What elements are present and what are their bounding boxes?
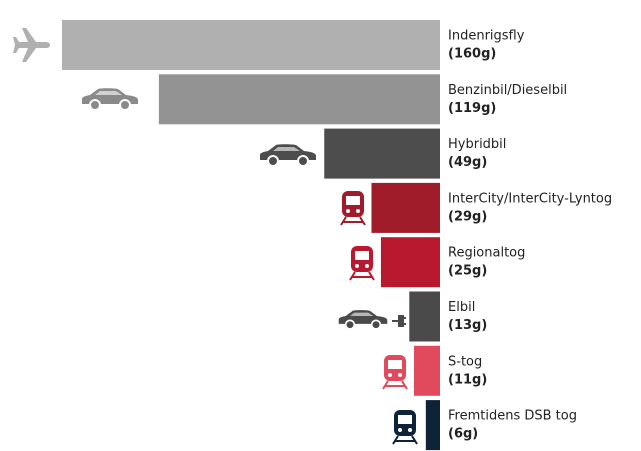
car-icon — [81, 87, 139, 111]
category-label: Hybridbil — [448, 137, 506, 152]
category-label: Benzinbil/Dieselbil — [448, 83, 567, 98]
bar — [409, 291, 440, 342]
value-label: (29g) — [448, 209, 487, 224]
train-icon — [382, 354, 408, 390]
bar — [158, 74, 441, 125]
value-label: (13g) — [448, 318, 487, 333]
car-icon — [259, 143, 317, 167]
bar — [425, 400, 440, 451]
value-label: (119g) — [448, 101, 496, 116]
category-label: Elbil — [448, 300, 475, 315]
train-icon — [349, 245, 375, 281]
plane-icon — [13, 28, 50, 62]
train-icon — [340, 190, 366, 226]
value-label: (25g) — [448, 264, 487, 279]
category-label: Indenrigsfly — [448, 29, 525, 44]
value-label: (160g) — [448, 47, 496, 62]
plug-icon — [392, 315, 406, 327]
value-label: (49g) — [448, 155, 487, 170]
category-label: S-tog — [448, 354, 482, 369]
category-label: Regionaltog — [448, 246, 525, 261]
bar — [324, 128, 440, 179]
bar — [414, 345, 440, 396]
train-icon — [392, 409, 418, 445]
car-icon — [337, 309, 389, 330]
category-label: InterCity/InterCity-Lyntog — [448, 191, 612, 206]
category-label: Fremtidens DSB tog — [448, 409, 577, 424]
bar — [62, 20, 440, 70]
value-label: (11g) — [448, 372, 487, 387]
bar — [371, 182, 440, 233]
value-label: (6g) — [448, 427, 478, 442]
bar — [380, 237, 440, 288]
